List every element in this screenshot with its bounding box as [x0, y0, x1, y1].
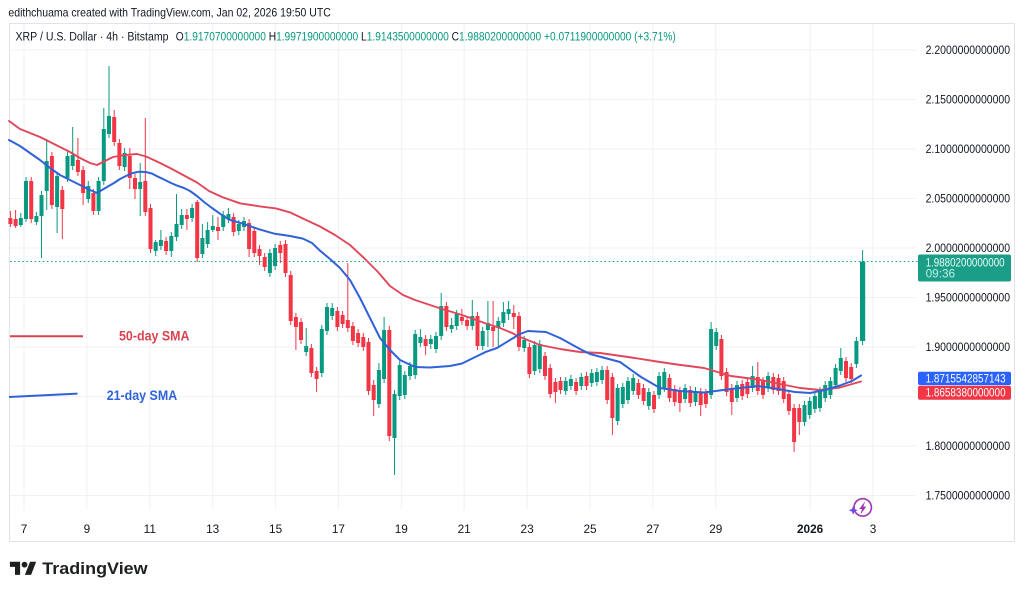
- svg-text:21: 21: [458, 522, 471, 536]
- svg-text:2.0500000000000: 2.0500000000000: [926, 192, 1011, 206]
- svg-text:25: 25: [583, 522, 597, 536]
- svg-text:9: 9: [84, 522, 91, 536]
- svg-text:15: 15: [269, 522, 283, 536]
- svg-text:TradingView: TradingView: [42, 560, 148, 578]
- svg-text:50-day SMA: 50-day SMA: [119, 329, 190, 344]
- svg-text:27: 27: [646, 522, 659, 536]
- svg-text:2.2000000000000: 2.2000000000000: [926, 43, 1011, 57]
- svg-text:1.8000000000000: 1.8000000000000: [926, 439, 1011, 453]
- svg-text:7: 7: [21, 522, 28, 536]
- svg-text:1.8658380000000: 1.8658380000000: [926, 386, 1006, 400]
- svg-text:09:36: 09:36: [926, 267, 956, 281]
- svg-text:2.0000000000000: 2.0000000000000: [926, 241, 1011, 255]
- svg-text:2.1000000000000: 2.1000000000000: [926, 142, 1011, 156]
- svg-text:1.7500000000000: 1.7500000000000: [926, 489, 1011, 503]
- svg-text:edithchuama created with Tradi: edithchuama created with TradingView.com…: [8, 6, 331, 20]
- svg-text:3: 3: [870, 522, 877, 536]
- svg-text:11: 11: [144, 522, 156, 536]
- svg-text:19: 19: [395, 522, 408, 536]
- svg-text:2026: 2026: [797, 522, 824, 536]
- svg-text:1.8715542857143: 1.8715542857143: [926, 371, 1006, 385]
- svg-text:13: 13: [206, 522, 220, 536]
- svg-text:1.9000000000000: 1.9000000000000: [926, 340, 1011, 354]
- svg-text:O1.9170700000000 H1.9971900000: O1.9170700000000 H1.9971900000000 L1.914…: [176, 30, 676, 44]
- svg-text:XRP / U.S. Dollar · 4h · Bitst: XRP / U.S. Dollar · 4h · Bitstamp: [16, 30, 169, 44]
- svg-text:1.9500000000000: 1.9500000000000: [926, 291, 1011, 305]
- svg-text:17: 17: [332, 522, 345, 536]
- svg-text:29: 29: [709, 522, 722, 536]
- svg-text:21-day SMA: 21-day SMA: [107, 388, 178, 403]
- svg-text:1.9880200000000: 1.9880200000000: [926, 256, 1005, 270]
- svg-text:2.1500000000000: 2.1500000000000: [926, 93, 1011, 107]
- svg-text:23: 23: [521, 522, 535, 536]
